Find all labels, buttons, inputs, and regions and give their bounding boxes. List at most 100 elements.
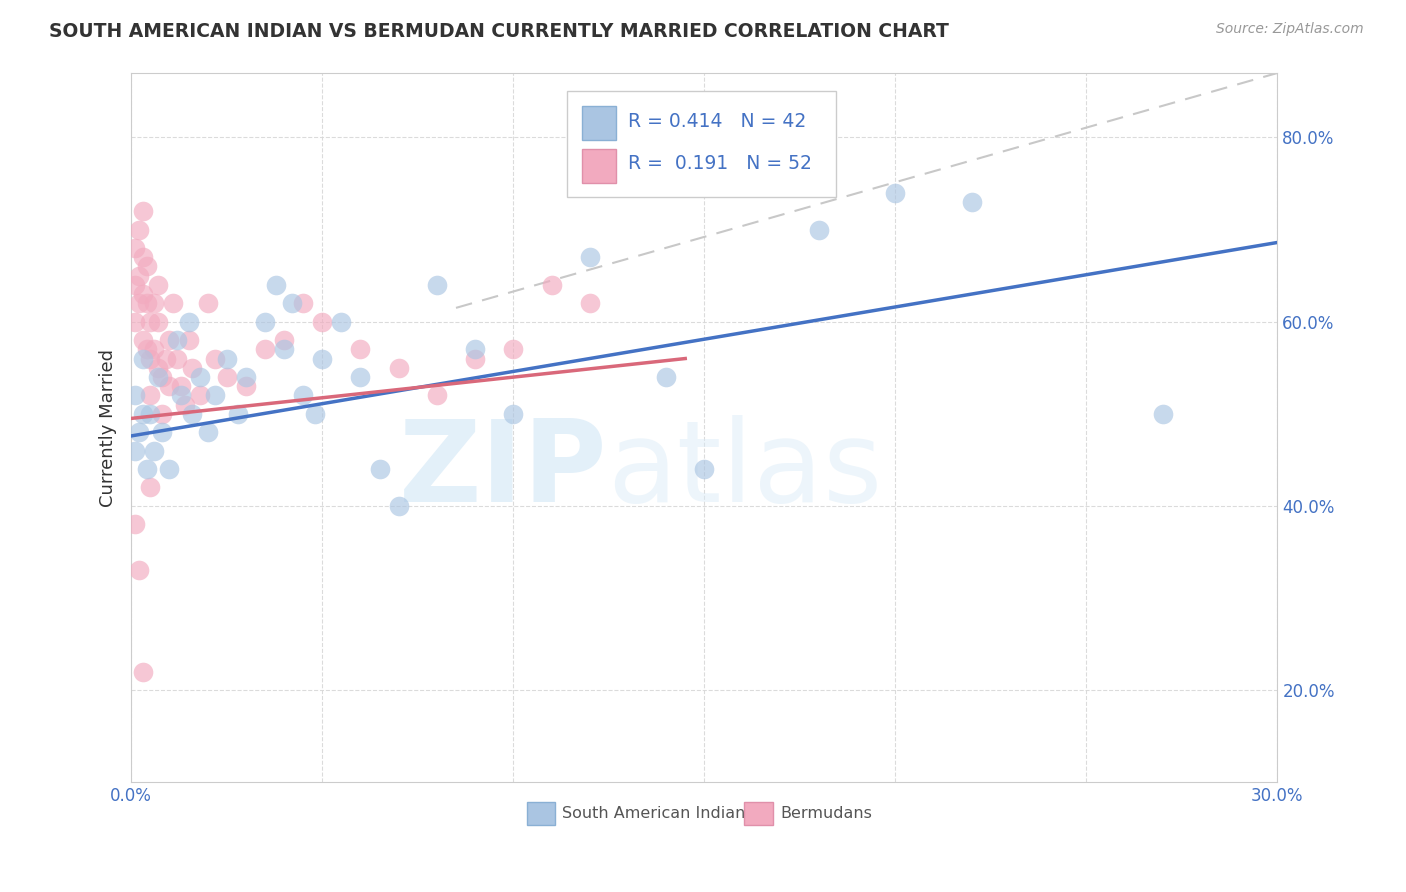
Point [124,388,146,402]
Point [578,250,600,264]
Point [139,481,162,495]
Point [807,222,830,236]
Point [128,268,150,283]
Point [388,499,411,513]
FancyBboxPatch shape [527,802,555,825]
Point [655,370,678,384]
FancyBboxPatch shape [744,802,773,825]
Point [204,388,226,402]
Point [135,260,157,274]
Point [464,351,486,366]
Point [124,315,146,329]
Point [388,360,411,375]
Text: R =  0.191   N = 52: R = 0.191 N = 52 [627,154,811,173]
Y-axis label: Currently Married: Currently Married [100,349,117,507]
Point [292,296,315,310]
Point [181,407,204,421]
Point [170,379,193,393]
Point [155,351,177,366]
Point [215,370,238,384]
Point [197,296,219,310]
Point [166,333,188,347]
Point [132,665,155,679]
Point [128,425,150,440]
Point [181,360,204,375]
Point [139,388,162,402]
Point [235,379,257,393]
Point [235,370,257,384]
Text: SOUTH AMERICAN INDIAN VS BERMUDAN CURRENTLY MARRIED CORRELATION CHART: SOUTH AMERICAN INDIAN VS BERMUDAN CURREN… [49,22,949,41]
Point [159,333,181,347]
Point [304,407,326,421]
Point [132,351,155,366]
Point [150,425,173,440]
Text: Source: ZipAtlas.com: Source: ZipAtlas.com [1216,22,1364,37]
Point [139,315,162,329]
Point [426,277,449,292]
Point [143,343,166,357]
Point [464,343,486,357]
Point [128,563,150,577]
Point [139,351,162,366]
Point [311,315,333,329]
Text: South American Indians: South American Indians [562,806,754,821]
Point [173,398,195,412]
Point [135,296,157,310]
Point [188,388,211,402]
Point [693,462,716,476]
Point [226,407,249,421]
Text: R = 0.414   N = 42: R = 0.414 N = 42 [627,112,806,131]
Point [349,343,371,357]
Point [884,186,907,200]
Point [540,277,562,292]
Point [128,222,150,236]
Point [166,351,188,366]
Point [124,241,146,255]
Point [204,351,226,366]
Point [135,462,157,476]
Point [330,315,353,329]
Point [146,370,169,384]
Point [150,370,173,384]
Point [150,407,173,421]
Point [177,315,200,329]
Point [960,194,983,209]
Text: atlas: atlas [607,415,882,525]
Point [253,343,276,357]
Point [132,333,155,347]
Point [177,333,200,347]
Point [215,351,238,366]
Point [502,407,524,421]
Point [124,517,146,532]
Point [273,343,295,357]
Point [124,277,146,292]
Point [426,388,449,402]
Point [143,296,166,310]
Point [368,462,391,476]
Point [132,250,155,264]
Point [170,388,193,402]
Point [502,343,524,357]
Point [159,379,181,393]
Point [159,462,181,476]
Point [139,407,162,421]
Point [311,351,333,366]
Point [135,343,157,357]
Point [128,296,150,310]
Point [132,287,155,301]
Point [188,370,211,384]
FancyBboxPatch shape [567,91,837,197]
FancyBboxPatch shape [582,106,616,140]
Point [292,388,315,402]
Point [124,443,146,458]
Point [280,296,302,310]
Text: Bermudans: Bermudans [780,806,872,821]
Point [146,277,169,292]
Point [132,204,155,219]
Point [578,296,600,310]
Point [253,315,276,329]
Point [146,360,169,375]
Point [143,443,166,458]
Point [273,333,295,347]
Point [146,315,169,329]
